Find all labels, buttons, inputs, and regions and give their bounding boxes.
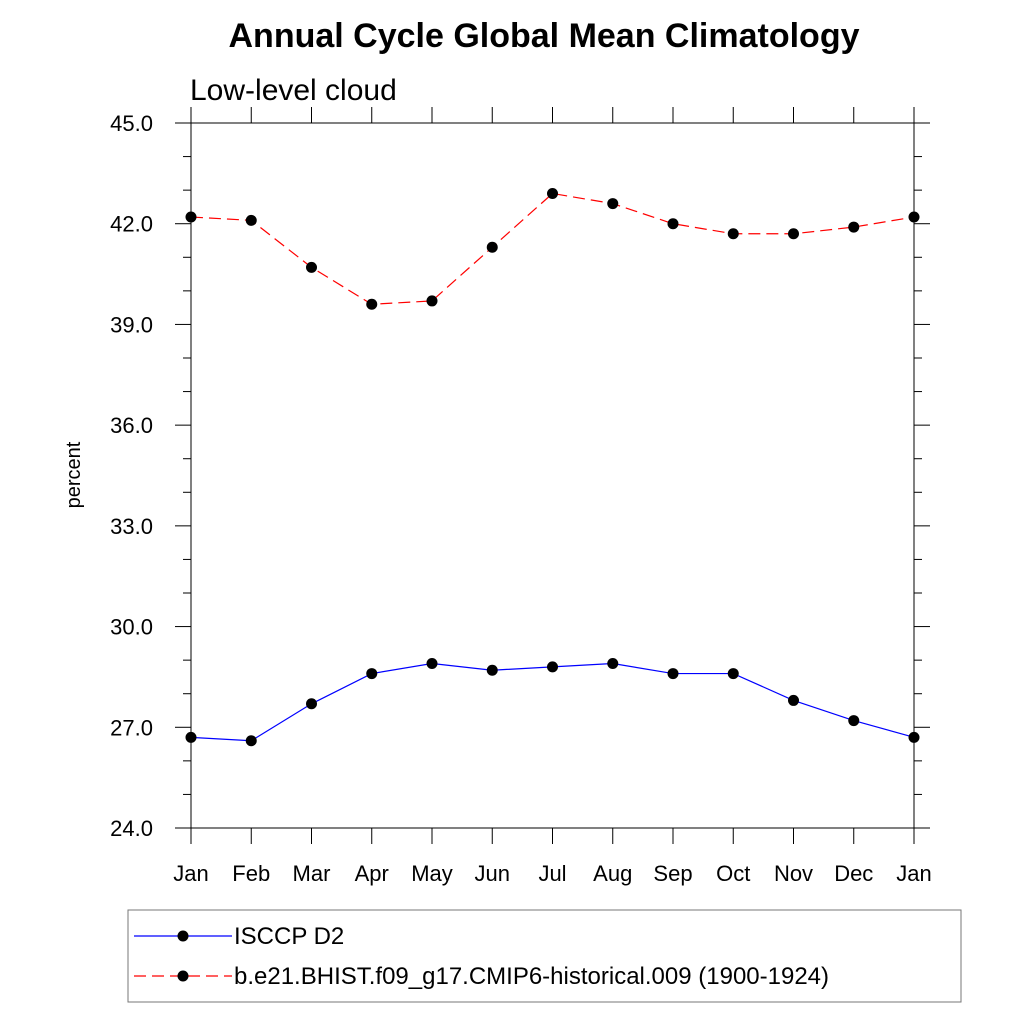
x-tick-label: Jun [475, 861, 510, 886]
x-tick-label: Jan [896, 861, 931, 886]
data-point [547, 188, 558, 199]
data-point [788, 694, 799, 706]
series-line [190, 192, 915, 305]
series-line [190, 662, 915, 742]
x-tick-label: Sep [653, 861, 692, 886]
y-tick-label: 36.0 [110, 413, 153, 438]
legend: ISCCP D2 b.e21.BHIST.f09_g17.CMIP6-histor… [127, 909, 962, 1003]
y-tick-label: 45.0 [110, 111, 153, 136]
data-point [667, 218, 679, 230]
data-point [727, 228, 739, 240]
data-point [727, 668, 739, 680]
chart-subtitle: Low-level cloud [190, 74, 397, 107]
legend-box [127, 909, 962, 1003]
data-point [245, 214, 257, 226]
x-tick-label: Mar [293, 861, 331, 886]
legend-marker [177, 930, 189, 942]
data-point [366, 668, 378, 680]
data-point [366, 298, 378, 310]
data-point [607, 198, 619, 210]
plot-frame [190, 122, 915, 829]
y-tick-labels: 24.0 27.0 30.0 33.0 36.0 39.0 42.0 45.0 [110, 111, 153, 841]
data-point [667, 668, 679, 680]
data-point [306, 261, 317, 273]
axis-ticks [175, 107, 930, 844]
y-tick-label: 33.0 [110, 514, 153, 539]
x-tick-label: Aug [593, 861, 632, 886]
data-point [547, 661, 558, 673]
data-point [486, 664, 498, 676]
series-1 [185, 658, 920, 747]
x-tick-label: May [411, 861, 453, 886]
legend-marker [177, 970, 189, 982]
x-tick-label: Jul [538, 861, 566, 886]
y-axis-label: percent [63, 441, 85, 508]
y-tick-label: 24.0 [110, 816, 153, 841]
data-point [245, 735, 257, 747]
x-tick-label: Apr [355, 861, 389, 886]
data-point [788, 228, 799, 240]
legend-label: ISCCP D2 [234, 923, 344, 950]
data-point [486, 241, 498, 253]
y-tick-label: 27.0 [110, 715, 153, 740]
x-tick-label: Feb [232, 861, 270, 886]
data-point [426, 658, 438, 669]
y-tick-label: 30.0 [110, 615, 153, 640]
chart-title: Annual Cycle Global Mean Climatology [229, 17, 860, 55]
y-tick-label: 39.0 [110, 312, 153, 337]
x-tick-label: Dec [834, 861, 873, 886]
data-point [306, 698, 317, 710]
series-layer [185, 188, 920, 747]
data-point [848, 221, 860, 233]
data-point [426, 295, 438, 307]
x-tick-label: Nov [774, 861, 813, 886]
y-tick-label: 42.0 [110, 212, 153, 237]
legend-label: b.e21.BHIST.f09_g17.CMIP6-historical.009… [234, 963, 829, 990]
x-tick-labels: Jan Feb Mar Apr May Jun Jul Aug Sep Oct Nov Dec Jan [173, 861, 931, 886]
data-point [607, 658, 619, 669]
x-tick-label: Jan [173, 861, 208, 886]
x-tick-label: Oct [716, 861, 750, 886]
data-point [848, 715, 860, 727]
series-2 [185, 188, 920, 310]
